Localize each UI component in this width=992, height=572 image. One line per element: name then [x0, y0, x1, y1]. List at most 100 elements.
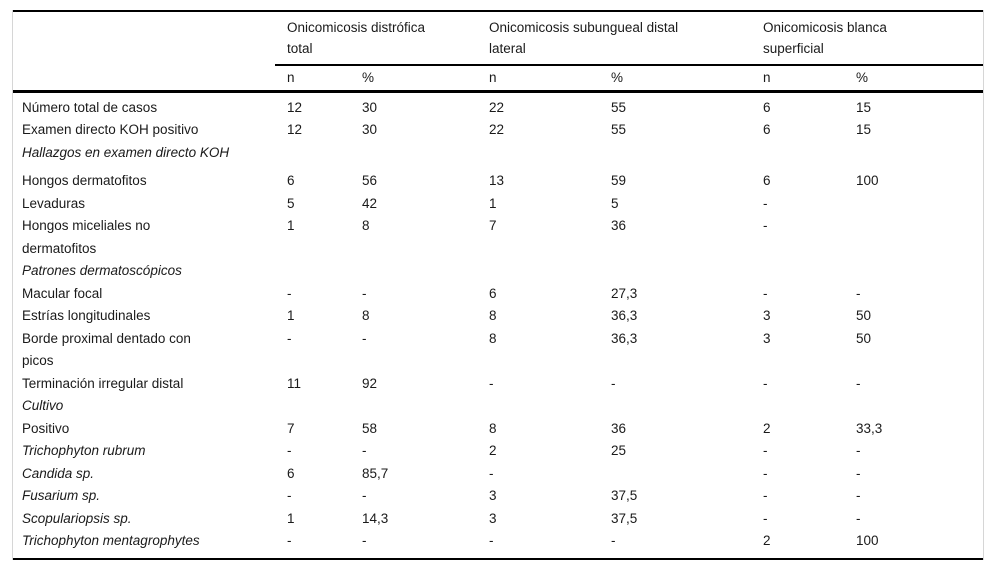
cell-value: [844, 260, 983, 283]
cell-value: -: [856, 465, 861, 481]
cell-value: 37,5: [611, 488, 638, 503]
cell-value: 15: [856, 99, 872, 115]
cell-value: 11: [287, 375, 302, 391]
cell-value: 37,5: [611, 510, 638, 526]
cell-value: [751, 395, 844, 418]
cell-value: 36: [611, 420, 627, 436]
cell-value: 2: [763, 420, 771, 436]
cell-value: [275, 395, 350, 418]
table-body: Número total de casos 12 30 22 55 6 15 Examen d…: [13, 91, 983, 559]
table-row: Trichophyton rubrum - - 2 25 - -: [13, 440, 983, 463]
cell-value: -: [611, 375, 616, 391]
cell-value: 8: [362, 308, 370, 323]
cell-value: [350, 260, 477, 283]
table-row: Positivo 7 58 8 36 2 33,3: [13, 418, 983, 441]
table-row: Levaduras 5 42 1 5 -: [13, 193, 983, 216]
cell-value: [275, 142, 350, 165]
row-label: Candida sp.: [22, 465, 95, 481]
cell-value: -: [856, 488, 861, 503]
cell-value: 6: [287, 465, 295, 481]
table-row: Hallazgos en examen directo KOH: [13, 142, 983, 165]
cell-value: 92: [362, 375, 378, 391]
cell-value: 58: [362, 420, 378, 436]
cell-value: 30: [362, 99, 378, 115]
cell-value: -: [763, 195, 768, 211]
cell-value: 55: [611, 99, 627, 115]
cell-value: 55: [611, 122, 627, 137]
table-row: Terminación irregular distal 11 92 - - - -: [13, 373, 983, 396]
table-row: Scopulariopsis sp. 1 14,3 3 37,5 - -: [13, 508, 983, 531]
table-row: Hongos dermatofitos 6 56 13 59 6 100: [13, 164, 983, 193]
cell-value: [599, 463, 751, 486]
cell-value: 22: [489, 99, 505, 115]
subheader-spacer: [13, 65, 275, 93]
subheader-n-1: n: [275, 65, 350, 93]
row-label: Positivo: [22, 420, 70, 436]
row-label: Número total de casos: [22, 99, 158, 115]
table-row: Candida sp. 6 85,7 - - -: [13, 463, 983, 486]
cell-value: 50: [856, 330, 872, 346]
cell-value: 36,3: [611, 330, 638, 346]
cell-value: [350, 395, 477, 418]
row-label: Trichophyton mentagrophytes: [22, 533, 200, 548]
cell-value: [599, 260, 751, 283]
cell-value: -: [287, 330, 292, 346]
cell-value: 3: [489, 488, 497, 503]
cell-value: 100: [856, 533, 879, 548]
subheader-n-2: n: [477, 65, 600, 93]
cell-value: 3: [763, 330, 771, 346]
cell-value: -: [611, 533, 616, 548]
row-label: Levaduras: [22, 195, 86, 211]
cell-value: 30: [362, 122, 378, 137]
cell-value: 13: [489, 173, 505, 188]
cell-value: 14,3: [362, 510, 389, 526]
cell-value: 6: [763, 122, 771, 137]
cell-value: 6: [763, 99, 771, 115]
row-label: Hongos dermatofitos: [22, 173, 147, 188]
cell-value: -: [489, 375, 494, 391]
cell-value: [844, 193, 983, 216]
row-label: Cultivo: [22, 398, 64, 413]
cell-value: -: [287, 285, 292, 301]
header-spacer: [13, 11, 275, 65]
cell-value: -: [362, 443, 367, 458]
cell-value: 8: [489, 420, 497, 436]
table-row: Fusarium sp. - - 3 37,5 - -: [13, 485, 983, 508]
table-row: Examen directo KOH positivo 12 30 22 55 6 15: [13, 119, 983, 142]
row-label: Patrones dermatoscópicos: [22, 263, 182, 278]
cell-value: 27,3: [611, 285, 638, 301]
cell-value: 25: [611, 443, 627, 458]
table-row: Macular focal - - 6 27,3 - -: [13, 283, 983, 306]
cell-value: 59: [611, 173, 627, 188]
cell-value: [599, 142, 751, 165]
cell-value: -: [362, 533, 367, 548]
table-row: Hongos miceliales no dermatofitos 1 8 7 36 -: [13, 215, 983, 260]
cell-value: 3: [763, 308, 771, 323]
cell-value: 22: [489, 122, 505, 137]
cell-value: 12: [287, 122, 303, 137]
cell-value: -: [362, 285, 367, 301]
cell-value: 12: [287, 99, 303, 115]
cell-value: 2: [763, 533, 771, 548]
cell-value: -: [763, 285, 768, 301]
cell-value: -: [763, 375, 768, 391]
cell-value: -: [856, 510, 861, 526]
cell-value: 1: [287, 218, 295, 233]
cell-value: 8: [489, 308, 497, 323]
cell-value: 8: [362, 218, 370, 233]
cell-value: 5: [287, 195, 295, 211]
cell-value: [751, 260, 844, 283]
cell-value: [844, 142, 983, 165]
row-label: Fusarium sp.: [22, 488, 101, 503]
cell-value: [350, 142, 477, 165]
table-row: Cultivo: [13, 395, 983, 418]
table-row: Borde proximal dentado con picos - - 8 36,3 3…: [13, 328, 983, 373]
table-header: Onicomicosis distrófica total Onicomicos…: [13, 11, 984, 93]
cell-value: -: [856, 375, 861, 391]
row-label: Estrías longitudinales: [22, 308, 151, 323]
cell-value: [477, 260, 599, 283]
cell-value: -: [856, 285, 861, 301]
row-label: Scopulariopsis sp.: [22, 510, 132, 526]
subheader-row: n % n % n %: [13, 65, 984, 93]
cell-value: 6: [489, 285, 497, 301]
